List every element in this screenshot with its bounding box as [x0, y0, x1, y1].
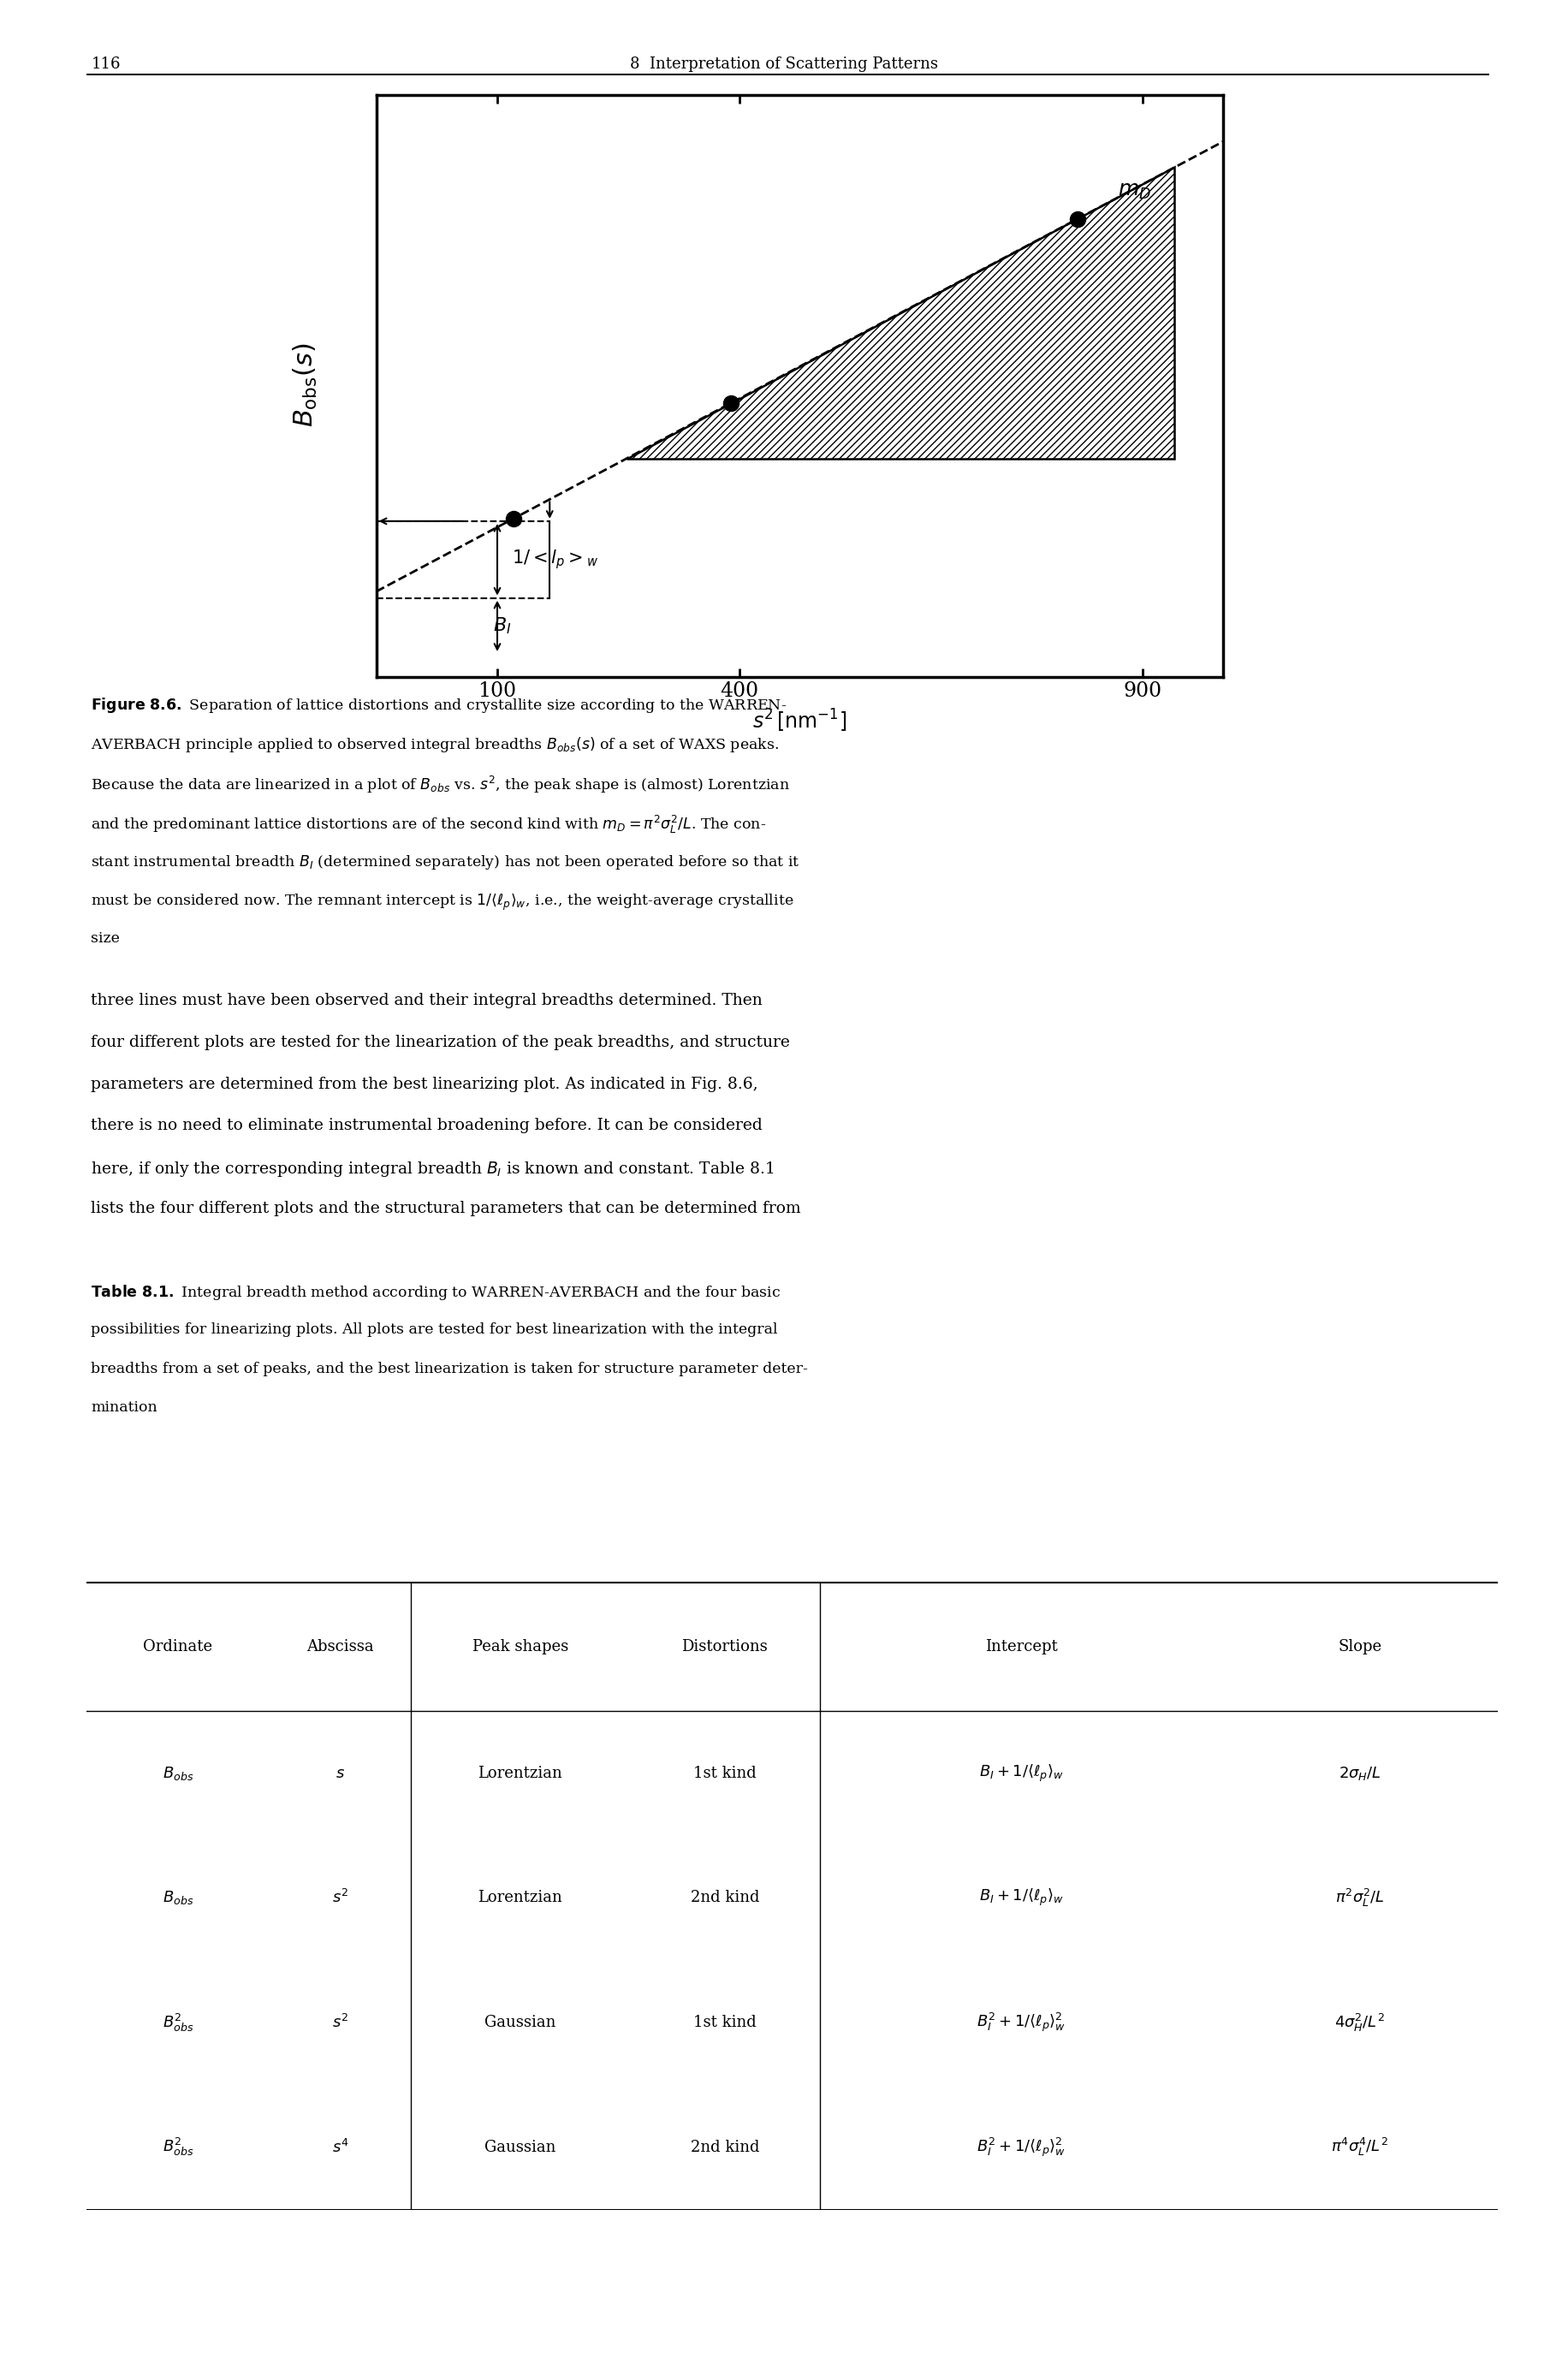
Text: $B_I^2+1/\langle\ell_p\rangle_w^2$: $B_I^2+1/\langle\ell_p\rangle_w^2$ — [977, 2012, 1066, 2034]
Text: Ordinate: Ordinate — [143, 1639, 213, 1654]
Text: must be considered now. The remnant intercept is $1/\langle\ell_p\rangle_w$, i.e: must be considered now. The remnant inte… — [91, 893, 793, 912]
Text: Gaussian: Gaussian — [485, 2015, 557, 2029]
Text: Peak shapes: Peak shapes — [472, 1639, 568, 1654]
Text: $\pi^4\sigma_L^4/L^2$: $\pi^4\sigma_L^4/L^2$ — [1331, 2136, 1389, 2157]
Text: $\mathbf{Table\ 8.1.}$ Integral breadth method according to WARREN-AVERBACH and : $\mathbf{Table\ 8.1.}$ Integral breadth … — [91, 1283, 781, 1302]
Text: $s^2$: $s^2$ — [332, 1889, 348, 1906]
Text: $B^2_{obs}$: $B^2_{obs}$ — [163, 2136, 193, 2157]
Text: 116: 116 — [91, 57, 121, 71]
Text: $\mathbf{Figure\ 8.6.}$ Separation of lattice distortions and crystallite size a: $\mathbf{Figure\ 8.6.}$ Separation of la… — [91, 696, 787, 715]
Text: AVERBACH principle applied to observed integral breadths $B_{obs}(s)$ of a set o: AVERBACH principle applied to observed i… — [91, 737, 779, 753]
Text: size: size — [91, 931, 119, 946]
Text: $B_I$: $B_I$ — [494, 615, 511, 637]
Text: stant instrumental breadth $B_I$ (determined separately) has not been operated b: stant instrumental breadth $B_I$ (determ… — [91, 853, 800, 872]
Text: $\pi^2\sigma_L^2/L$: $\pi^2\sigma_L^2/L$ — [1334, 1887, 1385, 1908]
Text: Gaussian: Gaussian — [485, 2141, 557, 2155]
Text: 1st kind: 1st kind — [693, 2015, 756, 2029]
Text: $B_{\rm obs}(s)$: $B_{\rm obs}(s)$ — [292, 342, 320, 428]
Text: $B_{obs}$: $B_{obs}$ — [163, 1765, 193, 1782]
Text: $s^4$: $s^4$ — [332, 2138, 348, 2155]
Text: 8  Interpretation of Scattering Patterns: 8 Interpretation of Scattering Patterns — [630, 57, 938, 71]
Text: there is no need to eliminate instrumental broadening before. It can be consider: there is no need to eliminate instrument… — [91, 1119, 762, 1133]
Text: $m_D$: $m_D$ — [1118, 181, 1151, 202]
Text: parameters are determined from the best linearizing plot. As indicated in Fig. 8: parameters are determined from the best … — [91, 1076, 759, 1091]
Text: Lorentzian: Lorentzian — [478, 1891, 563, 1906]
X-axis label: $s^2\,[\mathrm{nm}^{-1}]$: $s^2\,[\mathrm{nm}^{-1}]$ — [753, 708, 847, 734]
Text: $B_I+1/\langle\ell_p\rangle_w$: $B_I+1/\langle\ell_p\rangle_w$ — [978, 1887, 1063, 1908]
Text: Intercept: Intercept — [985, 1639, 1057, 1654]
Text: $B_{obs}$: $B_{obs}$ — [163, 1889, 193, 1906]
Text: here, if only the corresponding integral breadth $B_I$ is known and constant. Ta: here, if only the corresponding integral… — [91, 1159, 775, 1178]
Text: breadths from a set of peaks, and the best linearization is taken for structure : breadths from a set of peaks, and the be… — [91, 1361, 808, 1376]
Text: 2nd kind: 2nd kind — [690, 1891, 759, 1906]
Text: mination: mination — [91, 1402, 157, 1416]
Text: $s$: $s$ — [336, 1765, 345, 1780]
Text: three lines must have been observed and their integral breadths determined. Then: three lines must have been observed and … — [91, 993, 762, 1007]
Text: Slope: Slope — [1338, 1639, 1381, 1654]
Text: $B_I^2+1/\langle\ell_p\rangle_w^2$: $B_I^2+1/\langle\ell_p\rangle_w^2$ — [977, 2136, 1066, 2157]
Text: $B_I+1/\langle\ell_p\rangle_w$: $B_I+1/\langle\ell_p\rangle_w$ — [978, 1763, 1063, 1784]
Polygon shape — [626, 166, 1174, 459]
Text: $2\sigma_H/L$: $2\sigma_H/L$ — [1339, 1765, 1381, 1782]
Text: 1st kind: 1st kind — [693, 1765, 756, 1780]
Text: $s^2$: $s^2$ — [332, 2015, 348, 2031]
Text: $1/<l_p>_w$: $1/<l_p>_w$ — [511, 549, 599, 570]
Text: $4\sigma_H^2/L^2$: $4\sigma_H^2/L^2$ — [1334, 2012, 1385, 2034]
Text: Abscissa: Abscissa — [307, 1639, 373, 1654]
Text: $B^2_{obs}$: $B^2_{obs}$ — [163, 2012, 193, 2034]
Text: possibilities for linearizing plots. All plots are tested for best linearization: possibilities for linearizing plots. All… — [91, 1321, 778, 1338]
Text: lists the four different plots and the structural parameters that can be determi: lists the four different plots and the s… — [91, 1202, 801, 1217]
Text: Lorentzian: Lorentzian — [478, 1765, 563, 1780]
Text: four different plots are tested for the linearization of the peak breadths, and : four different plots are tested for the … — [91, 1036, 790, 1050]
Text: Distortions: Distortions — [682, 1639, 768, 1654]
Text: and the predominant lattice distortions are of the second kind with $m_D = \pi^2: and the predominant lattice distortions … — [91, 813, 767, 836]
Text: 2nd kind: 2nd kind — [690, 2141, 759, 2155]
Text: Because the data are linearized in a plot of $B_{obs}$ vs. $s^2$, the peak shape: Because the data are linearized in a plo… — [91, 775, 790, 796]
